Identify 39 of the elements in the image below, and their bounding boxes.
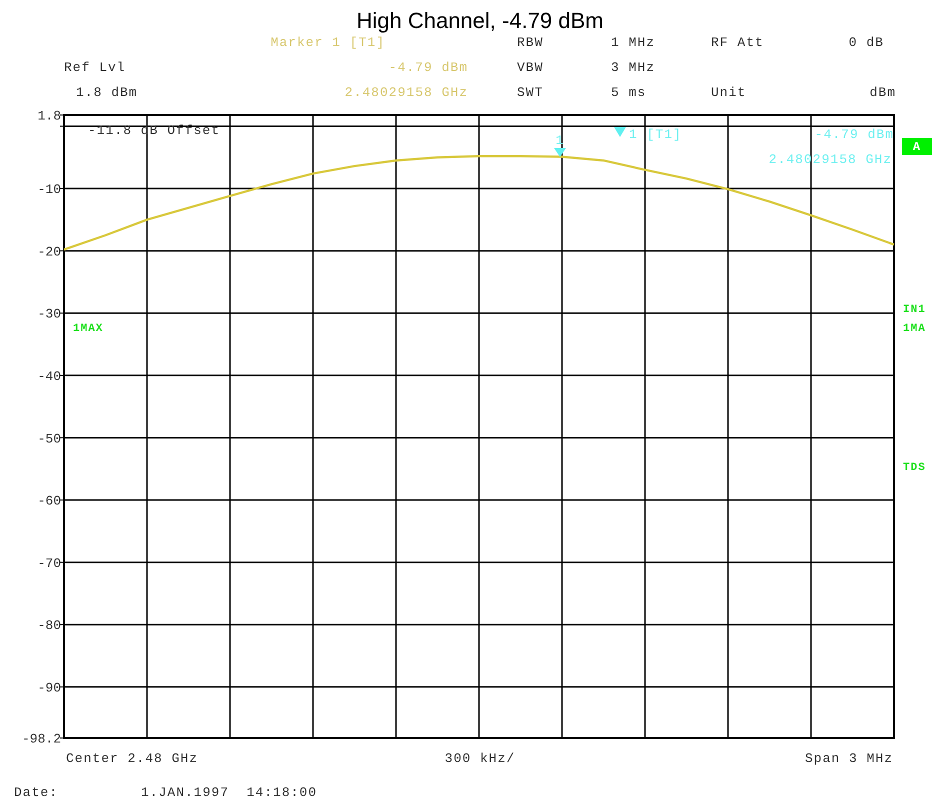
text: 5 ms bbox=[611, 85, 646, 100]
y-tick-label: -60 bbox=[38, 494, 61, 509]
text: IN1 bbox=[903, 304, 926, 316]
text: RF Att bbox=[711, 35, 764, 50]
text: 2.48029158 GHz bbox=[344, 85, 468, 100]
text: Unit bbox=[711, 85, 746, 100]
text: 300 kHz/ bbox=[444, 751, 516, 766]
text: TDS bbox=[903, 462, 926, 474]
annotation: 1MAX bbox=[73, 323, 104, 335]
text: Ref Lvl bbox=[64, 60, 126, 75]
text: Marker 1 [T1] bbox=[270, 35, 385, 50]
y-tick-label: -10 bbox=[38, 182, 61, 198]
y-tick-label: -50 bbox=[38, 431, 61, 446]
y-tick-label: -40 bbox=[38, 368, 61, 384]
text: 0 dB bbox=[848, 35, 884, 50]
y-tick-label: -20 bbox=[38, 244, 61, 260]
annotation: -4.79 dBm bbox=[814, 127, 894, 142]
y-tick-label: -80 bbox=[38, 618, 61, 634]
text: 1 MHz bbox=[611, 35, 656, 50]
annotation: 1 [T1] bbox=[629, 127, 682, 142]
text: dBm bbox=[870, 85, 896, 100]
y-tick-label: 1.8 bbox=[38, 108, 61, 124]
text: RBW bbox=[517, 35, 544, 50]
text: Date: bbox=[14, 785, 58, 800]
text: 1MA bbox=[903, 323, 926, 335]
text: 3 MHz bbox=[611, 60, 656, 75]
y-tick-label: -90 bbox=[38, 680, 61, 696]
text: -4.79 dBm bbox=[388, 60, 468, 75]
y-tick-label: -98.2 bbox=[22, 732, 61, 747]
text: A bbox=[912, 140, 922, 154]
text: VBW bbox=[517, 60, 544, 75]
y-tick-label: -30 bbox=[38, 306, 61, 322]
chart-title: High Channel, -4.79 dBm bbox=[356, 8, 604, 33]
text: SWT bbox=[517, 85, 544, 100]
text: Span 3 MHz bbox=[804, 751, 893, 766]
text: 1.8 dBm bbox=[76, 85, 138, 100]
text: Center 2.48 GHz bbox=[66, 751, 198, 766]
y-tick-label: -70 bbox=[38, 556, 61, 571]
text: 1.JAN.1997 14:18:00 bbox=[141, 785, 318, 800]
